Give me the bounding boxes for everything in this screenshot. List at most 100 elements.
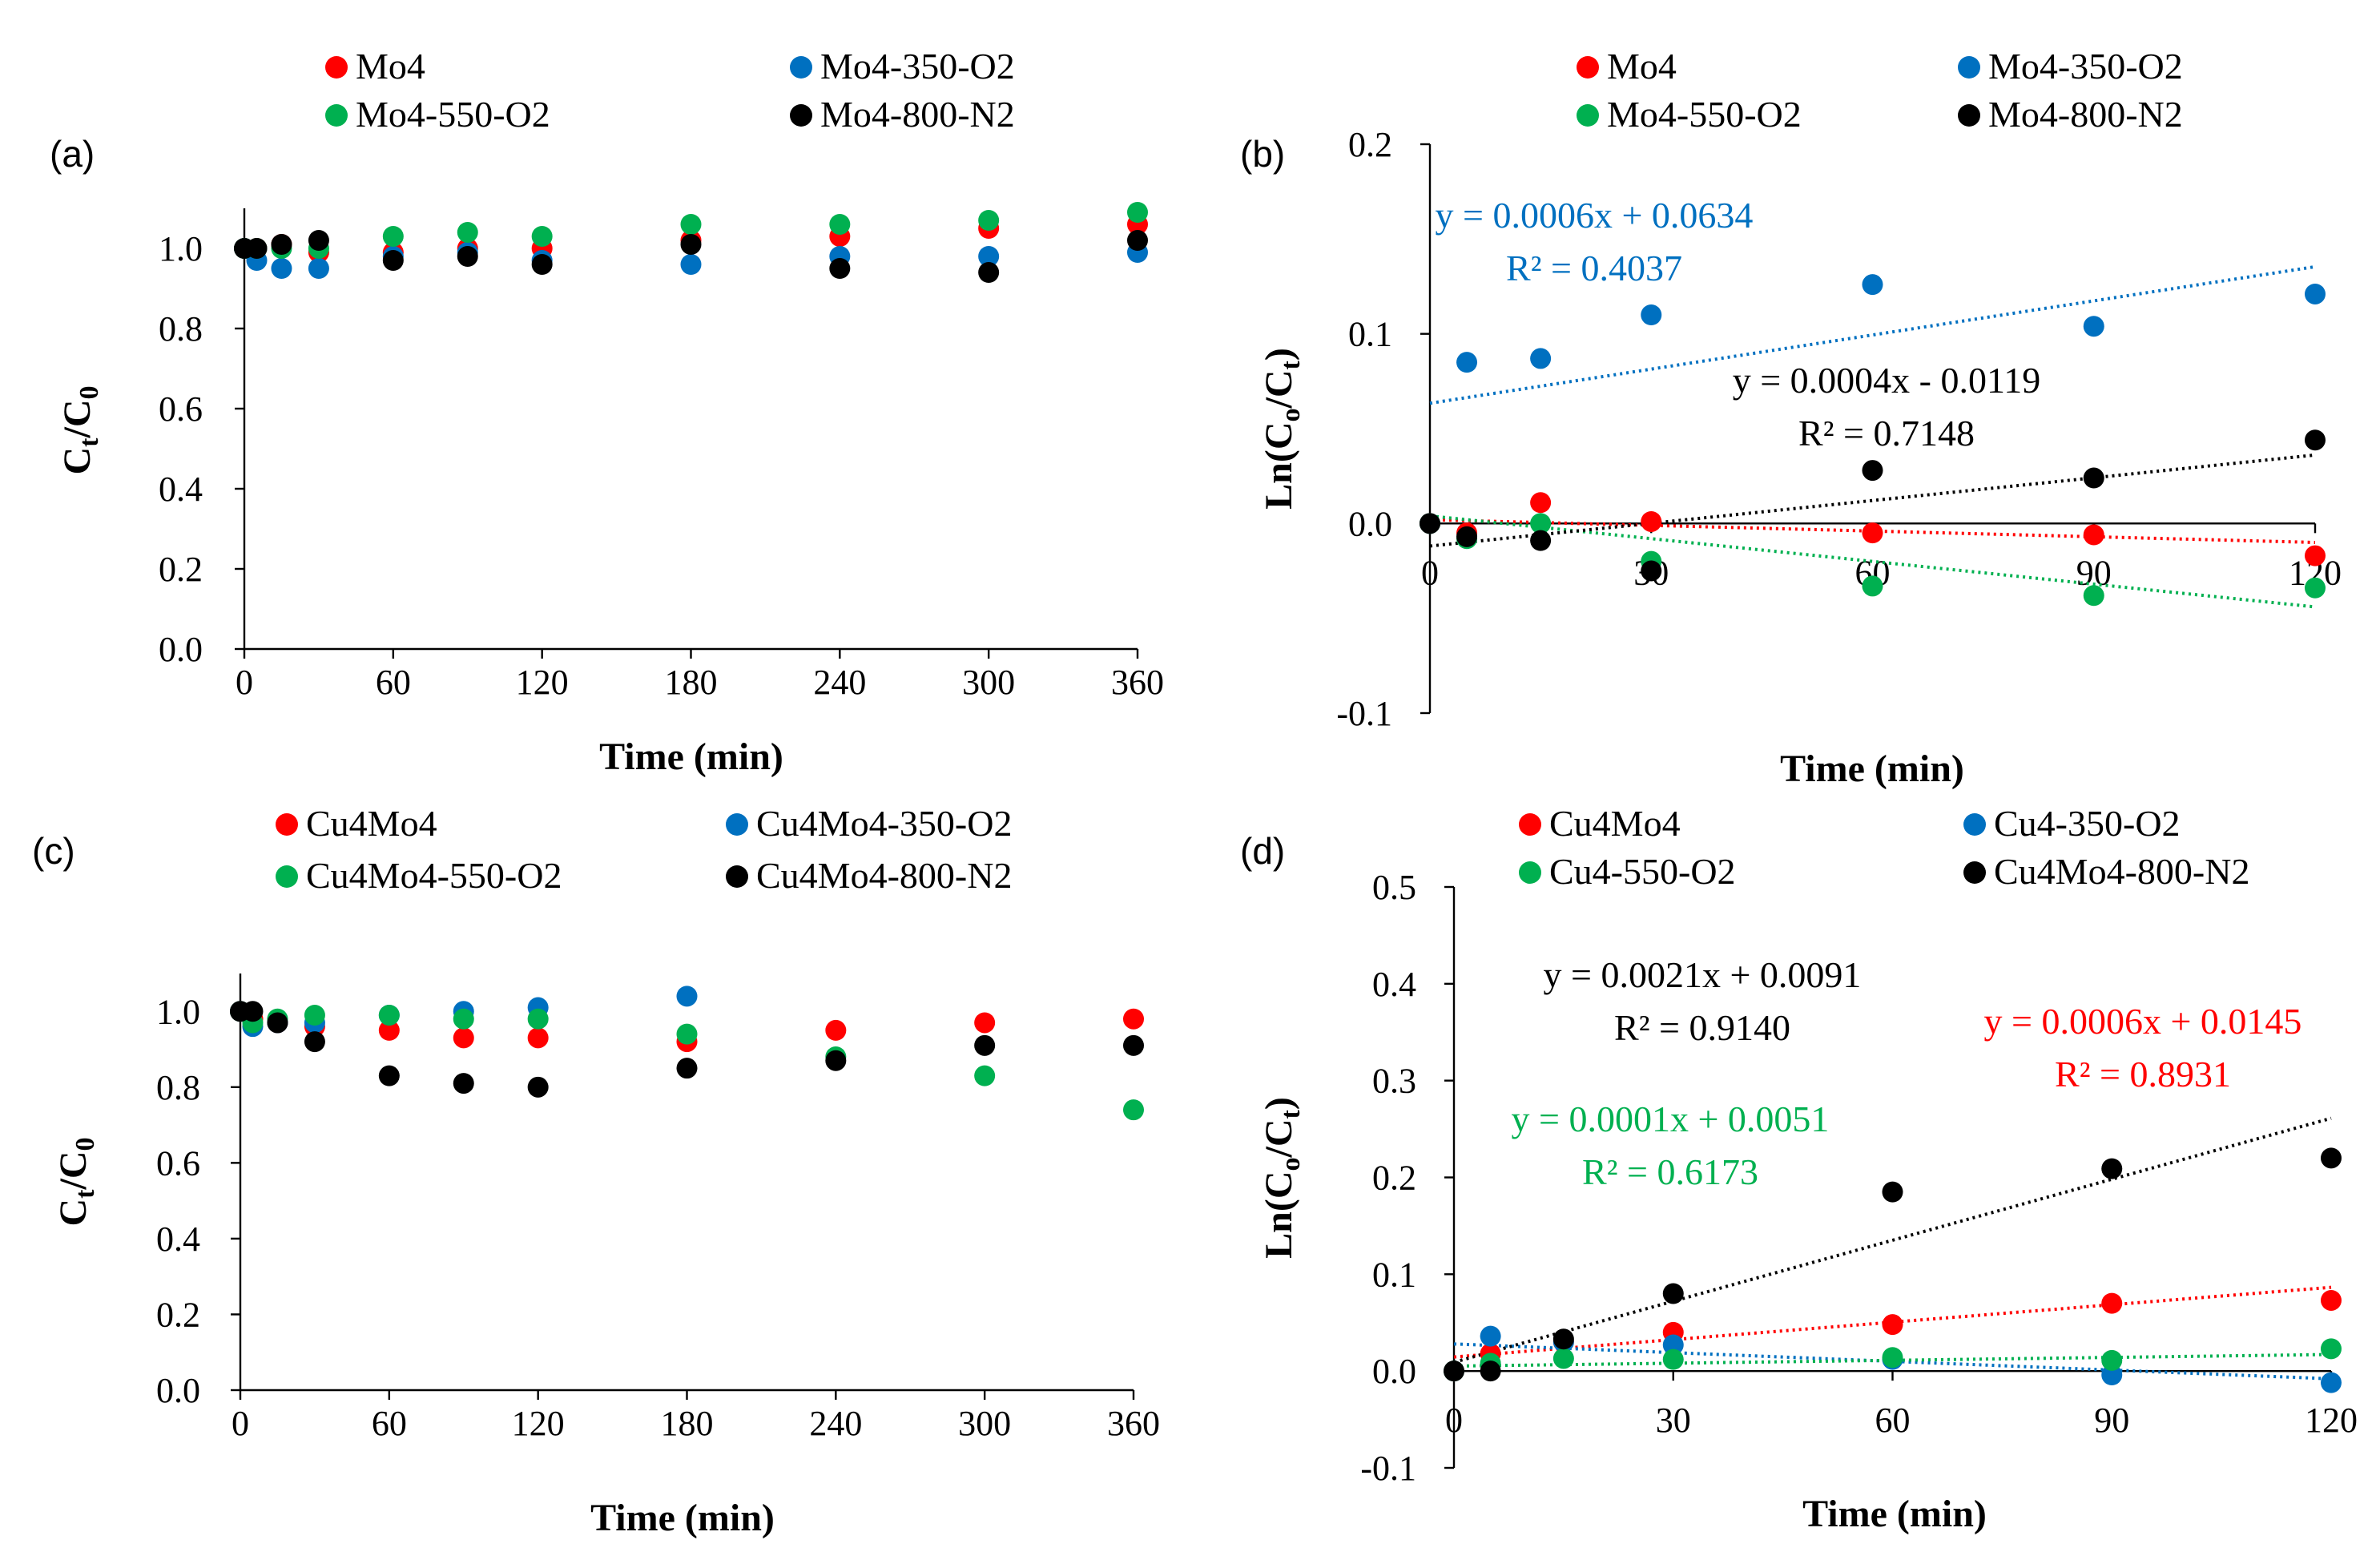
y-axis-title-part: 0 [70,1138,100,1151]
y-axis-title-part: t [70,1189,100,1199]
x-tick-label: 120 [2305,1401,2358,1440]
y-tick-label: -0.1 [1336,694,1392,733]
data-point-Mo4 [1641,510,1662,532]
data-point-Mo4-350-O2 [1641,304,1662,325]
data-point-Mo4-800-N2 [382,250,404,271]
x-tick-label: 120 [516,663,569,702]
x-tick-label: 60 [376,663,411,702]
legend-entry: Mo4-550-O2 [325,94,550,135]
data-point-Cu4-350-O2 [1480,1325,1501,1347]
y-axis-title-part: /C [1258,1119,1300,1158]
legend-label: Mo4-800-N2 [1988,94,2183,135]
data-point-Mo4-800-N2 [1456,526,1478,547]
data-point-Cu4Mo4-550-O2 [378,1005,400,1026]
legend-label: Cu4Mo4 [1549,803,1681,844]
y-tick-label: 0.6 [159,389,203,429]
y-tick-label: -0.1 [1360,1449,1416,1488]
data-point-Mo4-550-O2 [829,214,851,235]
y-axis-title: Ct​/C0​ [56,386,104,475]
data-point-Mo4-350-O2 [308,258,329,279]
data-point-Mo4-800-N2 [1420,513,1440,534]
y-tick-label: 0.4 [156,1219,200,1259]
data-point-Mo4-800-N2 [829,258,851,279]
data-point-Mo4-550-O2 [382,226,404,247]
y-axis-title-part: /C [56,400,99,439]
data-point-Cu4Mo4-550-O2 [304,1005,325,1026]
y-tick-label: 1.0 [159,229,203,268]
data-point-Mo4-350-O2 [1456,352,1478,373]
legend-entry: Cu4-550-O2 [1519,851,1736,892]
legend-entry: Cu4-350-O2 [1963,803,2181,844]
legend-label: Cu4Mo4-800-N2 [1994,851,2249,892]
x-tick-label: 240 [809,1404,862,1443]
equation-text: y = 0.0021x + 0.0091 [1544,954,1862,995]
data-point-Mo4-350-O2 [271,258,292,279]
data-point-Mo4 [1862,522,1883,544]
x-tick-label: 30 [1656,1401,1691,1440]
y-tick-label: 0.2 [159,550,203,589]
y-tick-label: 0.6 [156,1143,200,1183]
legend-entry: Cu4Mo4-550-O2 [276,855,562,896]
data-point-Cu4Mo4-800-N2 [527,1076,549,1098]
data-point-Cu4Mo4-800-N2 [1882,1181,1903,1203]
y-tick-label: 0.1 [1372,1255,1416,1294]
legend-entry: Cu4Mo4 [1519,803,1681,844]
x-tick-label: 90 [2094,1401,2129,1440]
data-point-Mo4-350-O2 [2083,316,2104,337]
r-squared-text: R² = 0.6173 [1582,1151,1758,1192]
x-tick-label: 360 [1107,1404,1160,1443]
data-point-Cu4Mo4-800-N2 [676,1058,698,1079]
x-tick-label: 0 [1445,1401,1463,1440]
data-point-Cu4Mo4-550-O2 [527,1008,549,1030]
data-point-Cu4Mo4-800-N2 [825,1050,847,1071]
data-point-Cu4Mo4-800-N2 [1480,1360,1501,1382]
y-tick-label: 0.4 [1372,965,1416,1004]
data-point-Mo4-800-N2 [680,234,702,255]
data-point-Mo4 [1530,492,1552,514]
legend-label: Mo4-550-O2 [1607,94,1802,135]
data-point-Mo4-550-O2 [2083,585,2104,607]
data-point-Mo4-350-O2 [978,246,1000,267]
data-point-Mo4-800-N2 [1530,530,1552,551]
y-tick-label: 0.1 [1348,315,1392,354]
legend-label: Mo4 [1607,46,1677,87]
x-tick-label: 0 [236,663,253,702]
data-point-Mo4-800-N2 [2083,467,2104,489]
data-point-Mo4-800-N2 [1862,460,1883,482]
data-point-Mo4-800-N2 [246,238,268,259]
legend-entry: Mo4-550-O2 [1577,94,1802,135]
y-tick-label: 0.3 [1372,1062,1416,1101]
data-point-Mo4 [2305,545,2326,566]
y-axis-title-part: t [75,437,104,447]
legend-entry: Mo4-800-N2 [1958,94,2183,135]
trendline-Cu4-550-O2 [1453,1352,2332,1369]
data-point-Cu4Mo4 [974,1012,996,1034]
panel-label: (c) [32,830,75,872]
data-point-Cu4Mo4-800-N2 [1444,1360,1464,1382]
y-axis-title-part: /C [52,1151,95,1191]
legend-entry: Mo4-350-O2 [790,46,1015,87]
legend-marker [325,104,348,127]
equation-text: y = 0.0004x - 0.0119 [1733,360,2041,401]
y-tick-label: 0.5 [1372,868,1416,907]
y-axis-title-part: ) [1258,1097,1300,1110]
data-point-Mo4-550-O2 [1127,202,1148,223]
data-point-Cu4Mo4 [825,1019,847,1041]
data-point-Cu4-550-O2 [1882,1347,1903,1369]
x-tick-label: 180 [661,1404,714,1443]
legend-label: Cu4Mo4-550-O2 [306,855,562,896]
panel-label: (d) [1240,830,1285,872]
y-axis-title-part: C [56,447,99,475]
legend-entry: Cu4Mo4 [276,803,437,844]
data-point-Mo4-550-O2 [531,226,553,247]
data-point-Cu4-550-O2 [1662,1348,1684,1370]
legend-entry: Mo4-800-N2 [790,94,1015,135]
y-axis-title: Ln(Co​/Ct​) [1258,348,1306,510]
data-point-Cu4-350-O2 [2321,1372,2342,1393]
data-point-Cu4Mo4 [527,1027,549,1049]
legend-label: Cu4-550-O2 [1549,851,1736,892]
legend-label: Cu4Mo4 [306,803,437,844]
x-tick-label: 300 [958,1404,1011,1443]
x-tick-label: 180 [665,663,718,702]
legend-marker [1963,813,1986,836]
